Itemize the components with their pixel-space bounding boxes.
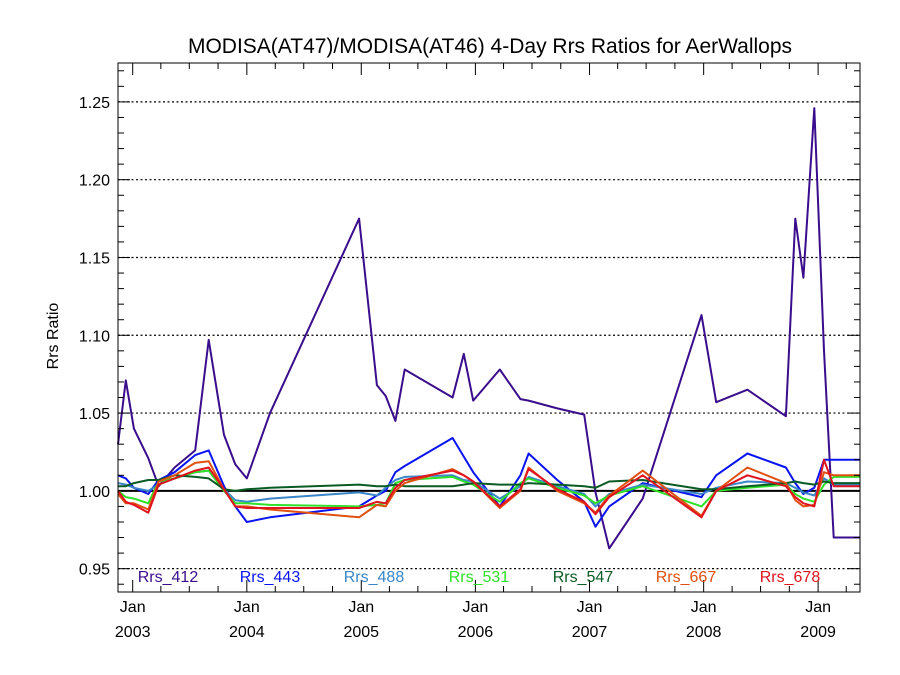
x-tick-month: Jan [120, 599, 146, 616]
legend-label-rrs-547: Rrs_547 [553, 569, 614, 586]
x-tick-year: 2007 [572, 624, 608, 641]
y-tick-label: 1.20 [79, 173, 110, 190]
plot-frame [117, 62, 861, 593]
legend: Rrs_412 Rrs_443 Rrs_488 Rrs_531 Rrs_547 Rrs_6… [138, 569, 821, 586]
x-tick-month: Jan [348, 599, 374, 616]
legend-label-rrs-443: Rrs_443 [240, 569, 301, 586]
y-tick-label: 1.05 [79, 406, 110, 423]
x-tick-year: 2005 [343, 624, 379, 641]
y-tick-label: 0.95 [79, 562, 110, 579]
legend-label-rrs-667: Rrs_667 [656, 569, 717, 586]
series-line-rrs-412 [117, 107, 860, 550]
x-tick-month: Jan [234, 599, 260, 616]
legend-label-rrs-412: Rrs_412 [138, 569, 199, 586]
series-line-rrs-531 [117, 469, 860, 508]
x-axis: Jan 2003 Jan 2004 Jan 2005 Jan 2006 Jan 2007 Jan 20… [115, 63, 847, 641]
y-tick-label: 1.00 [79, 484, 110, 501]
y-tick-label: 1.15 [79, 250, 110, 267]
x-tick-year: 2006 [458, 624, 494, 641]
series-line-rrs-443 [117, 437, 860, 528]
x-tick-month: Jan [691, 599, 717, 616]
x-tick-month: Jan [805, 599, 831, 616]
x-tick-year: 2003 [115, 624, 151, 641]
series-line-rrs-678 [117, 458, 860, 519]
y-axis: 0.95 1.00 1.05 1.10 1.15 1.20 1.25 [79, 70, 860, 585]
x-tick-year: 2009 [800, 624, 836, 641]
y-tick-label: 1.25 [79, 95, 110, 112]
x-tick-month: Jan [577, 599, 603, 616]
chart-title: MODISA(AT47)/MODISA(AT46) 4-Day Rrs Rati… [188, 35, 792, 58]
x-tick-year: 2004 [229, 624, 265, 641]
x-tick-month: Jan [462, 599, 488, 616]
x-tick-year: 2008 [686, 624, 722, 641]
y-axis-label: Rrs Ratio [45, 303, 62, 370]
y-tick-label: 1.10 [79, 328, 110, 345]
series-group [117, 107, 860, 550]
series-line-rrs-547 [118, 474, 860, 492]
legend-label-rrs-531: Rrs_531 [449, 569, 510, 586]
legend-label-rrs-678: Rrs_678 [760, 569, 821, 586]
legend-label-rrs-488: Rrs_488 [344, 569, 405, 586]
